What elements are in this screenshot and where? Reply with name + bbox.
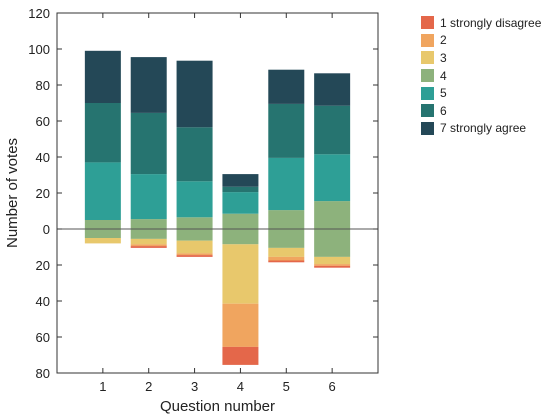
- bar-segment: [130, 57, 167, 113]
- bar-segment: [176, 217, 213, 229]
- y-tick-label: 80: [36, 366, 50, 381]
- bar-segment: [222, 229, 259, 245]
- bar-segment: [314, 229, 351, 257]
- x-tick-label: 1: [99, 379, 106, 394]
- legend-swatch: [421, 104, 434, 118]
- bar-segment: [84, 162, 121, 220]
- x-tick-label: 3: [191, 379, 198, 394]
- bar-segment: [268, 256, 305, 261]
- bar-segment: [314, 256, 351, 265]
- y-axis-label: Number of votes: [4, 138, 21, 248]
- bar-segment: [222, 244, 259, 304]
- bar-segment: [84, 229, 121, 238]
- y-tick-label: 0: [43, 222, 50, 237]
- legend-swatch: [421, 51, 434, 65]
- legend-label: 3: [440, 50, 447, 65]
- bar-segment: [84, 220, 121, 229]
- bar-segment: [314, 105, 351, 155]
- y-tick-label: 20: [36, 186, 50, 201]
- legend-item: 6: [421, 102, 541, 120]
- y-tick-label: 20: [36, 258, 50, 273]
- legend-item: 1 strongly disagree: [421, 14, 541, 32]
- bar-segment: [176, 127, 213, 182]
- y-tick-label: 100: [28, 42, 50, 57]
- bars-group: [84, 50, 351, 365]
- bar-segment: [314, 73, 351, 106]
- legend-label: 5: [440, 86, 447, 101]
- legend-item: 3: [421, 49, 541, 67]
- bar-segment: [130, 174, 167, 220]
- y-tick-label: 40: [36, 294, 50, 309]
- legend-item: 2: [421, 32, 541, 50]
- bar-segment: [130, 244, 167, 247]
- bar-segment: [314, 265, 351, 268]
- legend-swatch: [421, 86, 434, 100]
- bar-segment: [176, 60, 213, 128]
- bar-segment: [222, 303, 259, 347]
- bar-segment: [222, 186, 259, 193]
- bar-segment: [314, 264, 351, 266]
- bar-segment: [176, 253, 213, 256]
- bar-segment: [176, 255, 213, 257]
- bar-segment: [84, 103, 121, 163]
- bar-segment: [222, 192, 259, 214]
- bar-segment: [84, 50, 121, 103]
- bar-segment: [268, 247, 305, 257]
- legend-label: 2: [440, 33, 447, 48]
- bar-segment: [130, 112, 167, 175]
- legend-label: 7 strongly agree: [440, 121, 527, 136]
- x-axis-label: Question number: [160, 398, 275, 415]
- legend-item: 4: [421, 67, 541, 85]
- legend-swatch: [421, 69, 434, 83]
- y-tick-label: 80: [36, 78, 50, 93]
- y-tick-label: 60: [36, 330, 50, 345]
- x-tick-label: 5: [283, 379, 290, 394]
- x-tick-label: 2: [145, 379, 152, 394]
- bar-segment: [268, 103, 305, 158]
- bar-segment: [314, 154, 351, 202]
- bar-segment: [268, 69, 305, 104]
- legend-item: 5: [421, 84, 541, 102]
- bar-segment: [314, 201, 351, 229]
- bar-segment: [130, 238, 167, 245]
- bar-segment: [222, 213, 259, 229]
- bar-segment: [268, 229, 305, 248]
- x-tick-label: 6: [329, 379, 336, 394]
- y-tick-label: 60: [36, 114, 50, 129]
- bar-segment: [130, 246, 167, 248]
- bar-segment: [268, 210, 305, 229]
- y-tick-label: 40: [36, 150, 50, 165]
- bar-segment: [130, 219, 167, 229]
- bar-segment: [176, 181, 213, 218]
- x-tick-label: 4: [237, 379, 244, 394]
- bar-segment: [84, 238, 121, 244]
- bar-segment: [268, 157, 305, 211]
- legend-item: 7 strongly agree: [421, 120, 541, 138]
- bar-segment: [268, 260, 305, 263]
- legend: 1 strongly disagree 2 3 4 5 6 7 strongly agree: [421, 14, 541, 137]
- legend-label: 6: [440, 103, 447, 118]
- bar-segment: [176, 229, 213, 241]
- legend-label: 4: [440, 68, 447, 83]
- legend-swatch: [421, 16, 434, 30]
- bar-segment: [222, 174, 259, 187]
- legend-label: 1 strongly disagree: [440, 15, 542, 30]
- x-axis: 1 2 3 4 5 6: [99, 13, 336, 394]
- legend-swatch: [421, 121, 434, 135]
- bar-segment: [222, 346, 259, 365]
- legend-swatch: [421, 33, 434, 47]
- y-axis: 80 60 40 20 0 20 40 60 80 100 120: [28, 6, 378, 381]
- bar-segment: [176, 240, 213, 254]
- bar-segment: [130, 229, 167, 239]
- y-tick-label: 120: [28, 6, 50, 21]
